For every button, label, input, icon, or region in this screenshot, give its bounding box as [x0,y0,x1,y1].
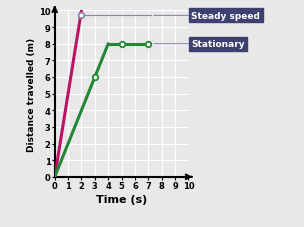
Text: Steady speed: Steady speed [191,12,260,21]
Text: Stationary: Stationary [191,40,245,49]
Y-axis label: Distance travelled (m): Distance travelled (m) [27,37,36,151]
X-axis label: Time (s): Time (s) [96,194,147,204]
